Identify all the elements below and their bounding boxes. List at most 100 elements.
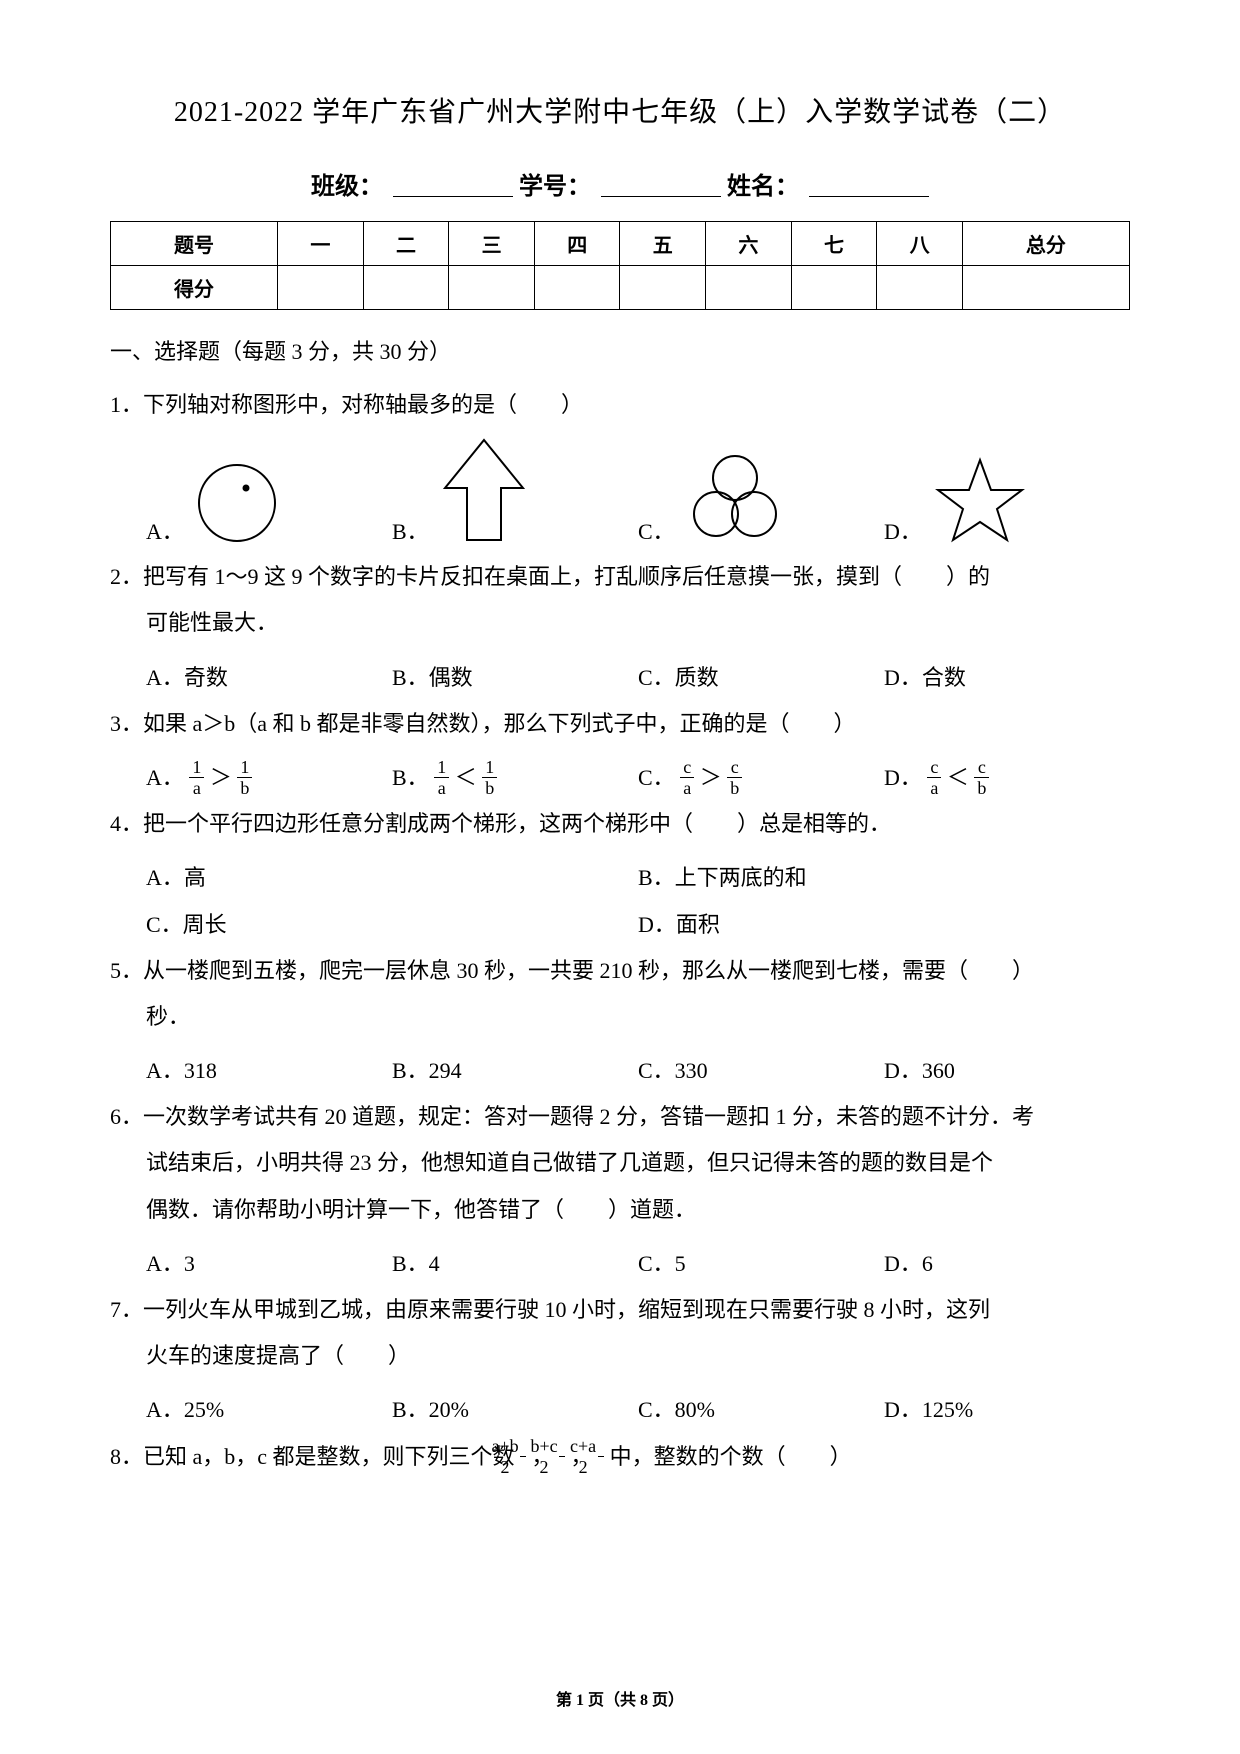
q7-l1: 7．一列火车从甲城到乙城，由原来需要行驶 10 小时，缩短到现在只需要行驶 8 …: [110, 1287, 1130, 1333]
q8-post: 中，整数的个数（ ）: [610, 1444, 852, 1469]
page-footer: 第 1 页（共 8 页）: [0, 1686, 1240, 1710]
frac-c-over-a: ca: [927, 758, 941, 797]
q5-options: A．318 B．294 C．330 D．360: [110, 1048, 1130, 1094]
q3-d-pre: D．: [884, 755, 922, 801]
q6-opt-a: A．3: [146, 1241, 392, 1287]
class-label: 班级：: [311, 174, 383, 200]
td-blank: [962, 266, 1129, 310]
gt-sign: ＞: [700, 765, 722, 790]
q2-opt-b: B．偶数: [392, 655, 638, 701]
q4-options-1: A．高 B．上下两底的和: [110, 855, 1130, 901]
q8-pre: 8．已知 a，b，c 都是整数，则下列三个数: [110, 1444, 515, 1469]
q2-options: A．奇数 B．偶数 C．质数 D．合数: [110, 655, 1130, 701]
q2-opt-a: A．奇数: [146, 655, 392, 701]
q7-opt-a: A．25%: [146, 1387, 392, 1433]
q5-opt-d: D．360: [884, 1048, 1130, 1094]
q7-options: A．25% B．20% C．80% D．125%: [110, 1387, 1130, 1433]
lt-sign: ＜: [455, 765, 477, 790]
td-blank: [877, 266, 963, 310]
q7-opt-b: B．20%: [392, 1387, 638, 1433]
td-blank: [706, 266, 792, 310]
shape-pentagram-icon: [932, 454, 1028, 546]
q3-b-pre: B．: [392, 755, 429, 801]
q4-opt-d: D．面积: [638, 902, 1130, 948]
q1-opt-c-label: C．: [638, 514, 675, 546]
id-blank: [601, 173, 721, 197]
q6-l1: 6．一次数学考试共有 20 道题，规定：答对一题得 2 分，答错一题扣 1 分，…: [110, 1094, 1130, 1140]
q1-shapes: A． B． C． D．: [110, 436, 1130, 546]
q3-options: A． 1a ＞ 1b B． 1a ＜ 1b C． ca ＞ cb D． ca ＜…: [110, 755, 1130, 801]
q6-opt-b: B．4: [392, 1241, 638, 1287]
frac-1-over-b: 1b: [482, 758, 497, 797]
name-blank: [809, 173, 929, 197]
td-blank: [363, 266, 449, 310]
frac-ca-over-2: c+a2: [598, 1437, 604, 1476]
td-blank: [278, 266, 364, 310]
q1-opt-a-label: A．: [146, 514, 184, 546]
q3-opt-c: C． ca ＞ cb: [638, 755, 884, 801]
q3-c-pre: C．: [638, 755, 675, 801]
frac-c-over-b: cb: [974, 758, 989, 797]
q1-text: 1．下列轴对称图形中，对称轴最多的是（ ）: [110, 382, 1130, 428]
q5-text1: 5．从一楼爬到五楼，爬完一层休息 30 秒，一共要 210 秒，那么从一楼爬到七…: [110, 948, 1130, 994]
q4-text: 4．把一个平行四边形任意分割成两个梯形，这两个梯形中（ ）总是相等的．: [110, 801, 1130, 847]
q4-opt-c: C．周长: [146, 902, 638, 948]
frac-c-over-a: ca: [680, 758, 694, 797]
page-title: 2021-2022 学年广东省广州大学附中七年级（上）入学数学试卷（二）: [110, 90, 1130, 130]
shape-circle-dot-icon: [194, 460, 280, 546]
th-3: 三: [449, 222, 535, 266]
q7-l2: 火车的速度提高了（ ）: [110, 1333, 1130, 1379]
td-blank: [791, 266, 877, 310]
q8-line: 8．已知 a，b，c 都是整数，则下列三个数 a+b2 ， b+c2 ， c+a…: [110, 1434, 1130, 1480]
q7-opt-d: D．125%: [884, 1387, 1130, 1433]
question-4: 4．把一个平行四边形任意分割成两个梯形，这两个梯形中（ ）总是相等的．: [110, 801, 1130, 847]
section-1-head: 一、选择题（每题 3 分，共 30 分）: [110, 334, 1130, 366]
shape-three-circles-icon: [685, 450, 785, 546]
q1-opt-d-label: D．: [884, 514, 922, 546]
q2-opt-c: C．质数: [638, 655, 884, 701]
td-blank: [449, 266, 535, 310]
gt-sign: ＞: [210, 765, 232, 790]
q2-text1: 2．把写有 1～9 这 9 个数字的卡片反扣在桌面上，打乱顺序后任意摸一张，摸到…: [110, 554, 1130, 600]
th-8: 八: [877, 222, 963, 266]
question-6: 6．一次数学考试共有 20 道题，规定：答对一题得 2 分，答错一题扣 1 分，…: [110, 1094, 1130, 1233]
q6-opt-c: C．5: [638, 1241, 884, 1287]
q1-opt-b-label: B．: [392, 514, 429, 546]
td-score-label: 得分: [111, 266, 278, 310]
td-blank: [620, 266, 706, 310]
shape-arrow-up-icon: [439, 436, 529, 546]
question-3: 3．如果 a＞b（a 和 b 都是非零自然数），那么下列式子中，正确的是（ ）: [110, 701, 1130, 747]
name-label: 姓名：: [727, 174, 799, 200]
q3-opt-d: D． ca ＜ cb: [884, 755, 1130, 801]
q5-opt-a: A．318: [146, 1048, 392, 1094]
frac-ab-over-2: a+b2: [520, 1437, 526, 1476]
question-5: 5．从一楼爬到五楼，爬完一层休息 30 秒，一共要 210 秒，那么从一楼爬到七…: [110, 948, 1130, 1040]
id-label: 学号：: [519, 174, 591, 200]
q3-opt-b: B． 1a ＜ 1b: [392, 755, 638, 801]
th-4: 四: [534, 222, 620, 266]
question-1: 1．下列轴对称图形中，对称轴最多的是（ ）: [110, 382, 1130, 428]
q6-opt-d: D．6: [884, 1241, 1130, 1287]
question-8: 8．已知 a，b，c 都是整数，则下列三个数 a+b2 ， b+c2 ， c+a…: [110, 1434, 1130, 1480]
th-2: 二: [363, 222, 449, 266]
score-table: 题号 一 二 三 四 五 六 七 八 总分 得分: [110, 221, 1130, 310]
frac-1-over-b: 1b: [237, 758, 252, 797]
frac-c-over-b: cb: [727, 758, 742, 797]
td-blank: [534, 266, 620, 310]
q2-text2: 可能性最大．: [110, 600, 1130, 646]
q2-opt-d: D．合数: [884, 655, 1130, 701]
q4-options-2: C．周长 D．面积: [110, 902, 1130, 948]
q6-l2: 试结束后，小明共得 23 分，他想知道自己做错了几道题，但只记得未答的题的数目是…: [110, 1140, 1130, 1186]
frac-1-over-a: 1a: [189, 758, 204, 797]
q4-opt-a: A．高: [146, 855, 638, 901]
th-1: 一: [278, 222, 364, 266]
q6-options: A．3 B．4 C．5 D．6: [110, 1241, 1130, 1287]
class-blank: [393, 173, 513, 197]
table-row: 题号 一 二 三 四 五 六 七 八 总分: [111, 222, 1130, 266]
q5-opt-b: B．294: [392, 1048, 638, 1094]
q3-a-pre: A．: [146, 755, 184, 801]
lt-sign: ＜: [947, 765, 969, 790]
q3-opt-a: A． 1a ＞ 1b: [146, 755, 392, 801]
th-6: 六: [706, 222, 792, 266]
q5-opt-c: C．330: [638, 1048, 884, 1094]
